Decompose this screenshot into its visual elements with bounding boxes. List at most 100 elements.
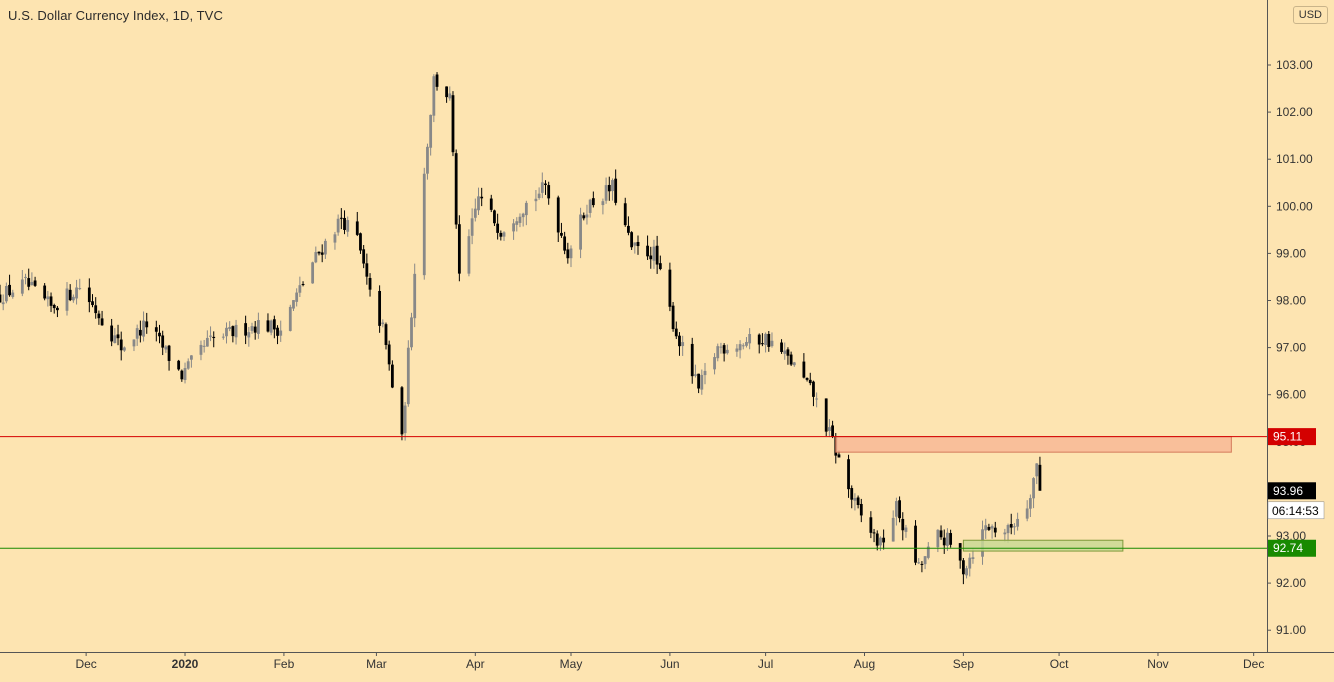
candle — [190, 355, 193, 368]
candle — [748, 328, 752, 350]
candle — [824, 398, 828, 437]
candle-body — [891, 517, 895, 542]
candle-body — [745, 341, 748, 346]
candle — [91, 294, 94, 308]
candle-body — [1025, 508, 1029, 519]
candle-body — [783, 350, 787, 354]
candle-body — [343, 217, 346, 230]
candle — [961, 558, 965, 585]
candle-body — [97, 313, 101, 319]
candle — [815, 392, 819, 408]
candle — [199, 340, 203, 361]
candle-body — [582, 215, 586, 219]
time-axis[interactable]: Dec 2020 Feb Mar Apr May Jun Jul Aug Sep Oct Nov Dec — [75, 652, 1264, 671]
currency-button[interactable]: USD — [1292, 6, 1328, 24]
support-zone[interactable] — [962, 539, 1124, 552]
candle-body — [244, 323, 248, 336]
candle-body — [368, 277, 372, 290]
candle — [987, 523, 991, 532]
candle — [343, 210, 346, 235]
time-tick-label: May — [560, 657, 583, 671]
candle-body — [792, 362, 796, 366]
candle — [470, 208, 474, 245]
candle-body — [49, 296, 53, 306]
candle-body — [113, 335, 117, 344]
candle — [113, 328, 117, 344]
time-tick-label: Feb — [274, 657, 295, 671]
candle — [630, 231, 634, 250]
candle-body — [563, 236, 567, 251]
candle-body — [837, 454, 841, 458]
candle — [722, 343, 726, 362]
candle-body — [540, 182, 544, 193]
candle-body — [429, 114, 433, 148]
candle-body — [607, 184, 611, 192]
candle — [11, 289, 15, 299]
candle-body — [202, 345, 206, 347]
candle — [138, 320, 142, 343]
time-tick-label: Dec — [75, 657, 96, 671]
candle — [808, 372, 812, 386]
candle-body — [808, 379, 812, 384]
candle — [537, 187, 541, 200]
price-axis[interactable]: 103.00 102.00 101.00 100.00 99.00 98.00 97.00 9… — [1267, 58, 1313, 637]
candle-body — [923, 556, 927, 565]
candle — [540, 172, 544, 199]
candle — [323, 238, 327, 259]
candle-body — [256, 320, 260, 334]
candle — [406, 340, 410, 407]
candle — [891, 510, 895, 542]
candle-body — [961, 560, 965, 575]
candle — [142, 311, 145, 342]
candle — [228, 321, 232, 332]
candle-body — [359, 233, 362, 251]
candle-body — [566, 249, 570, 259]
candle-body — [123, 347, 126, 351]
candle — [116, 324, 120, 346]
candle — [601, 198, 605, 215]
candle — [655, 235, 659, 274]
candle-body — [668, 269, 672, 307]
support-price-badge-text: 92.74 — [1273, 541, 1303, 555]
resistance-zone[interactable] — [835, 436, 1232, 453]
candle — [448, 86, 452, 101]
candle — [231, 325, 235, 343]
candle — [828, 419, 831, 438]
support-price-badge: 92.74 — [1268, 539, 1316, 557]
candle — [177, 359, 181, 371]
price-tick-label: 98.00 — [1276, 294, 1306, 308]
time-tick-label: Dec — [1243, 657, 1264, 671]
candle — [256, 312, 260, 339]
candle-body — [901, 518, 905, 531]
candle-body — [43, 285, 47, 299]
candle — [939, 525, 943, 540]
candle — [298, 276, 302, 298]
candle-body — [336, 218, 340, 233]
price-tick-label: 91.00 — [1276, 623, 1306, 637]
candle-body — [965, 568, 968, 576]
candle — [917, 558, 921, 565]
candle-body — [164, 346, 168, 350]
candle-body — [68, 289, 72, 301]
candle — [496, 213, 500, 240]
candle-body — [205, 337, 209, 347]
price-tick-label: 97.00 — [1276, 341, 1306, 355]
candle-body — [716, 346, 720, 359]
candle-body — [518, 216, 522, 223]
candle — [422, 167, 426, 280]
candle-body — [276, 327, 279, 336]
candle — [378, 285, 382, 333]
price-tick-label: 92.00 — [1276, 576, 1306, 590]
candle-body — [186, 361, 190, 369]
candle-body — [311, 262, 315, 284]
candle-body — [269, 320, 273, 333]
candle-body — [314, 252, 318, 263]
time-tick-label: Jun — [660, 657, 679, 671]
candle — [435, 72, 439, 91]
time-tick-label: Aug — [854, 657, 875, 671]
candle — [984, 518, 988, 539]
candle — [623, 197, 627, 227]
candle — [738, 340, 742, 359]
